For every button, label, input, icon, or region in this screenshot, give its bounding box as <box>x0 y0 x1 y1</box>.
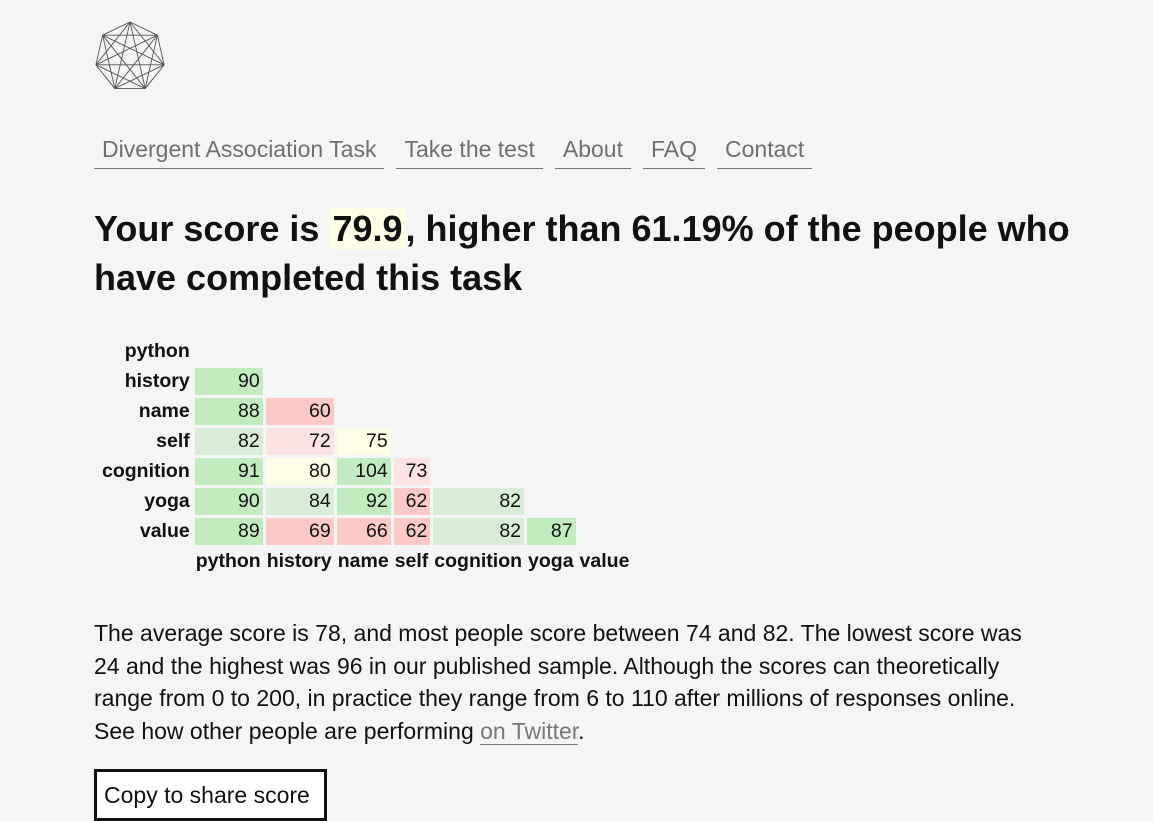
summary-text: The average score is 78, and most people… <box>94 620 1022 744</box>
empty-cell <box>579 488 632 515</box>
matrix-cell: 89 <box>194 518 263 545</box>
empty-cell <box>527 458 576 485</box>
twitter-link[interactable]: on Twitter <box>480 717 579 745</box>
matrix-cell: 84 <box>265 488 334 515</box>
matrix-cell: 60 <box>265 398 334 425</box>
row-label: name <box>138 400 190 422</box>
empty-cell <box>433 458 524 485</box>
summary-end: . <box>578 717 585 744</box>
matrix-row: python <box>99 338 631 365</box>
score-headline: Your score is 79.9, higher than 61.19% o… <box>94 204 1084 302</box>
empty-cell <box>394 398 431 425</box>
matrix-cell: 82 <box>194 428 263 455</box>
main-nav: Divergent Association Task Take the test… <box>94 135 813 169</box>
empty-cell <box>579 368 632 395</box>
headline-suffix: , higher than 61.19% of the people who h… <box>94 208 1070 298</box>
matrix-cell: 62 <box>393 488 431 515</box>
matrix-cell: 90 <box>194 488 263 515</box>
matrix-cell: 92 <box>336 488 391 515</box>
matrix-cell: 69 <box>265 518 334 545</box>
nav-take-the-test[interactable]: Take the test <box>396 135 543 169</box>
row-label: python <box>124 340 190 362</box>
empty-cell <box>394 338 431 365</box>
column-label: self <box>394 550 429 572</box>
nav-contact[interactable]: Contact <box>717 135 813 169</box>
empty-cell <box>337 338 391 365</box>
matrix-cell: 87 <box>527 518 576 545</box>
empty-cell <box>527 428 576 455</box>
empty-cell <box>579 518 632 545</box>
nav-about[interactable]: About <box>554 135 631 169</box>
distance-matrix: python history 90 name 88 60 self 82 72 75 cogniti… <box>96 335 634 578</box>
row-label: self <box>156 430 190 452</box>
matrix-row: name 88 60 <box>99 398 631 425</box>
empty-cell <box>266 338 334 365</box>
matrix-row: value 89 69 66 62 82 87 <box>99 518 631 545</box>
empty-cell <box>527 368 576 395</box>
empty-cell <box>527 338 576 365</box>
column-label: python <box>195 550 261 572</box>
matrix-cell: 104 <box>336 458 391 485</box>
matrix-cell: 72 <box>265 428 334 455</box>
matrix-cell: 90 <box>194 368 263 395</box>
empty-cell <box>337 368 391 395</box>
empty-cell <box>579 338 632 365</box>
empty-cell <box>433 428 524 455</box>
empty-cell <box>527 398 576 425</box>
headline-prefix: Your score is <box>94 208 330 249</box>
matrix-cell: 82 <box>433 518 525 545</box>
matrix-row: self 82 72 75 <box>99 428 631 455</box>
matrix-row: history 90 <box>99 368 631 395</box>
matrix-cell: 62 <box>393 518 431 545</box>
logo-icon <box>95 21 165 89</box>
row-label: yoga <box>144 490 190 512</box>
empty-cell <box>394 428 431 455</box>
column-label: cognition <box>434 550 523 572</box>
row-label: history <box>124 370 190 392</box>
empty-cell <box>527 488 576 515</box>
empty-cell <box>337 398 391 425</box>
empty-cell <box>579 398 632 425</box>
copy-share-score-button[interactable]: Copy to share score <box>94 769 327 821</box>
empty-cell <box>433 398 524 425</box>
empty-cell <box>433 338 524 365</box>
empty-cell <box>266 368 334 395</box>
empty-cell <box>195 338 263 365</box>
column-labels-row: python history name self cognition yoga value <box>99 548 631 575</box>
row-label: cognition <box>102 460 190 482</box>
matrix-cell: 80 <box>265 458 334 485</box>
nav-home[interactable]: Divergent Association Task <box>94 135 385 169</box>
score-value: 79.9 <box>329 208 406 249</box>
empty-cell <box>433 368 524 395</box>
matrix-cell: 66 <box>336 518 391 545</box>
empty-cell <box>579 458 632 485</box>
corner-cell <box>99 548 192 575</box>
matrix-cell: 82 <box>433 488 525 515</box>
matrix-row: cognition 91 80 104 73 <box>99 458 631 485</box>
column-label: value <box>579 550 630 572</box>
matrix-cell: 75 <box>336 428 391 455</box>
matrix-cell: 73 <box>393 458 431 485</box>
matrix-row: yoga 90 84 92 62 82 <box>99 488 631 515</box>
matrix-cell: 91 <box>194 458 263 485</box>
column-label: name <box>337 550 389 572</box>
score-summary: The average score is 78, and most people… <box>94 617 1029 747</box>
column-label: yoga <box>528 550 574 572</box>
nav-faq[interactable]: FAQ <box>642 135 705 169</box>
empty-cell <box>394 368 431 395</box>
row-label: value <box>139 520 190 542</box>
column-label: history <box>266 550 332 572</box>
empty-cell <box>579 428 632 455</box>
matrix-cell: 88 <box>194 398 263 425</box>
